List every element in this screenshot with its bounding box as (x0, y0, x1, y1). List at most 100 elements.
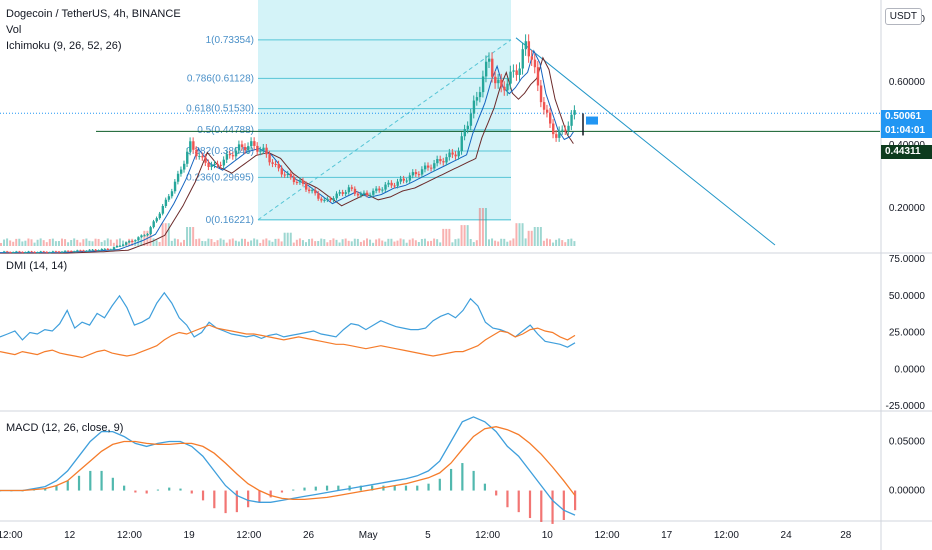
currency-button[interactable]: USDT (884, 8, 922, 25)
volume-bar (451, 242, 454, 246)
candle-body (146, 234, 149, 236)
candle-body (439, 159, 442, 162)
macd-axis-tick: 0.05000 (889, 436, 926, 447)
volume-bar (91, 241, 94, 246)
macd-histogram-bar (574, 490, 577, 511)
candle-body (265, 147, 268, 155)
volume-bar (506, 241, 509, 246)
candle-body (460, 136, 463, 152)
volume-bar (0, 242, 2, 246)
volume-bar (552, 242, 555, 246)
candle-body (140, 235, 143, 238)
candle-body (311, 190, 314, 192)
candle-body (542, 102, 546, 110)
volume-bar (112, 242, 115, 246)
macd-histogram-bar (483, 483, 487, 491)
candle-body (76, 250, 79, 252)
candle-body (36, 252, 39, 254)
candle-body (85, 250, 88, 252)
dmi-axis-tick: 75.0000 (889, 254, 926, 265)
macd-histogram-bar (314, 486, 317, 491)
candle-body (375, 188, 378, 191)
volume-bar (411, 238, 414, 246)
volume-bar (88, 240, 91, 246)
candle-body (201, 155, 204, 158)
candle-body (414, 172, 418, 175)
time-axis-tick: 12 (64, 530, 76, 541)
volume-bar (460, 225, 463, 246)
volume-bar (158, 241, 161, 246)
candle-body (262, 147, 265, 151)
volume-bar (94, 238, 97, 246)
candle-body (247, 146, 250, 151)
volume-bar (51, 238, 54, 246)
candle-body (436, 159, 439, 164)
volume-bar (57, 241, 60, 246)
volume-bar (244, 238, 246, 246)
volume-bar (173, 238, 176, 246)
volume-bar (109, 239, 112, 246)
volume-bar (240, 238, 243, 246)
volume-bar (341, 239, 344, 246)
macd-histogram-bar (359, 485, 362, 491)
macd-histogram-bar (44, 488, 47, 491)
macd-histogram-bar (472, 470, 475, 491)
candle-body (567, 125, 570, 131)
volume-bar (167, 223, 170, 246)
volume-bar (265, 238, 268, 246)
candle-body (149, 227, 152, 235)
volume-bar (402, 239, 405, 246)
fib-trend-line (257, 39, 512, 221)
ichimoku-label: Ichimoku (9, 26, 52, 26) (6, 40, 122, 52)
volume-bar (118, 238, 121, 246)
candle-body (573, 110, 576, 115)
candle-body (451, 152, 454, 155)
dmi-series-line (0, 291, 576, 348)
candle-body (170, 191, 174, 197)
time-axis-tick: 19 (184, 530, 196, 541)
volume-bar (149, 230, 152, 246)
volume-bar (356, 238, 359, 246)
candle-body (564, 129, 567, 131)
volume-bar (393, 241, 396, 246)
volume-label: Vol (6, 24, 22, 36)
fib-level-label: 0.382(0.38046) (186, 146, 254, 157)
candle-body (173, 181, 177, 192)
candle-body (555, 134, 558, 138)
volume-bar (573, 241, 576, 246)
candle-body (420, 169, 424, 175)
candle-body (463, 129, 466, 137)
volume-bar (247, 241, 250, 246)
candle-body (390, 182, 393, 186)
candle-body (33, 251, 36, 253)
candle-body (152, 221, 155, 228)
macd-histogram-bar (551, 490, 554, 524)
volume-bar (372, 242, 375, 246)
volume-bar (70, 240, 73, 246)
candle-body (244, 146, 247, 151)
macd-axis-tick: 0.00000 (889, 486, 926, 497)
candle-body (225, 154, 229, 160)
volume-bar (530, 230, 533, 246)
volume-bar (222, 239, 225, 246)
macd-histogram-bar (416, 485, 419, 491)
candle-body (79, 250, 82, 252)
candle-body (399, 178, 402, 182)
price-axis-tick: 0.20000 (889, 203, 926, 214)
volume-bar (155, 240, 158, 246)
volume-bar (176, 239, 179, 246)
candle-body (433, 163, 436, 169)
volume-bar (317, 241, 320, 246)
dmi-label: DMI (14, 14) (6, 260, 68, 272)
volume-bar (198, 238, 201, 246)
candle-body (347, 187, 351, 193)
candle-body (158, 213, 161, 219)
time-axis-tick: 24 (781, 530, 793, 541)
volume-bar (359, 241, 362, 246)
volume-bar (445, 228, 448, 246)
candle-body (527, 41, 531, 57)
candle-body (183, 163, 186, 170)
macd-label: MACD (12, 26, close, 9) (6, 422, 124, 434)
macd-histogram-bar (224, 490, 227, 514)
